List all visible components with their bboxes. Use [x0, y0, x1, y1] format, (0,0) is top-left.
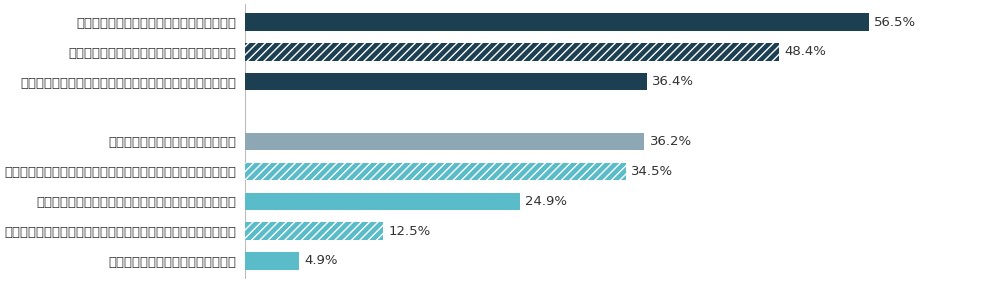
Bar: [245, 43, 779, 61]
Bar: [245, 192, 520, 210]
Bar: [245, 133, 644, 150]
Text: 36.2%: 36.2%: [650, 135, 692, 148]
Bar: [245, 13, 869, 31]
Bar: [245, 252, 299, 270]
Text: 34.5%: 34.5%: [631, 165, 673, 178]
Bar: [245, 73, 647, 91]
Bar: [245, 222, 383, 240]
Text: 56.5%: 56.5%: [874, 16, 916, 29]
Text: 24.9%: 24.9%: [525, 195, 567, 208]
Text: 4.9%: 4.9%: [304, 254, 338, 267]
Bar: [245, 43, 779, 61]
Text: 36.4%: 36.4%: [652, 75, 694, 88]
Text: 12.5%: 12.5%: [388, 225, 430, 237]
Text: 48.4%: 48.4%: [785, 46, 827, 58]
Bar: [245, 222, 383, 240]
Bar: [245, 163, 626, 180]
Bar: [245, 163, 626, 180]
